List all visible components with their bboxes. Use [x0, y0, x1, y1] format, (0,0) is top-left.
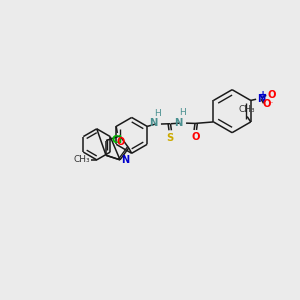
Text: N: N: [149, 118, 158, 128]
Text: +: +: [259, 90, 267, 100]
Text: N: N: [121, 154, 129, 164]
Text: ⁻: ⁻: [268, 100, 273, 109]
Text: O: O: [263, 99, 271, 109]
Text: N: N: [257, 94, 266, 103]
Text: Cl: Cl: [112, 135, 123, 146]
Text: S: S: [167, 133, 174, 143]
Text: N: N: [174, 118, 182, 128]
Text: CH₃: CH₃: [74, 155, 90, 164]
Text: O: O: [116, 137, 125, 147]
Text: H: H: [154, 109, 161, 118]
Text: CH₃: CH₃: [238, 105, 255, 114]
Text: O: O: [267, 90, 276, 100]
Text: H: H: [179, 108, 185, 117]
Text: O: O: [191, 132, 200, 142]
